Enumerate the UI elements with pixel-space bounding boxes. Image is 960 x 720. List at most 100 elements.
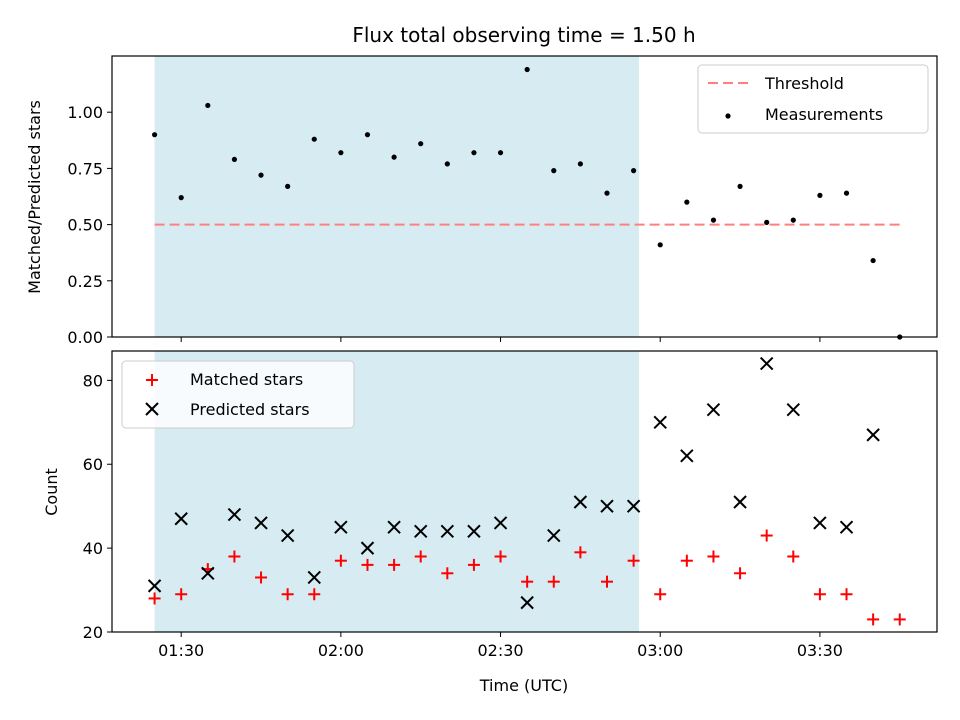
matched-star-point bbox=[893, 613, 906, 626]
measurement-point bbox=[843, 190, 850, 196]
legend-matched-label: Matched stars bbox=[190, 370, 303, 389]
top-y-tick-label: 0.75 bbox=[67, 159, 103, 178]
matched-star-point bbox=[414, 550, 427, 563]
matched-star-point bbox=[680, 554, 693, 567]
x-tick-label: 03:30 bbox=[797, 641, 843, 660]
matched-star-point bbox=[521, 575, 534, 588]
measurement-point bbox=[817, 192, 823, 198]
measurement-point bbox=[258, 172, 264, 178]
predicted-star-point bbox=[626, 499, 641, 513]
bottom-axes-frame bbox=[111, 350, 938, 633]
measurement-point bbox=[285, 183, 291, 189]
measurement-point bbox=[764, 219, 770, 225]
matched-star-point bbox=[308, 588, 321, 601]
top-y-axis-label: Matched/Predicted stars bbox=[25, 100, 44, 294]
bottom-legend-box bbox=[121, 360, 355, 429]
chart-title: Flux total observing time = 1.50 h bbox=[352, 23, 695, 47]
measurement-point bbox=[870, 257, 876, 264]
measurement-point bbox=[471, 150, 477, 156]
predicted-star-point bbox=[280, 528, 295, 543]
measurement-point bbox=[311, 136, 317, 142]
measurement-point bbox=[577, 161, 583, 167]
matched-star-point bbox=[787, 550, 800, 563]
predicted-star-point bbox=[334, 520, 348, 534]
measurement-point bbox=[737, 183, 743, 189]
matched-star-point bbox=[388, 558, 401, 571]
predicted-star-point bbox=[706, 403, 721, 417]
legend-threshold-label: Threshold bbox=[764, 74, 844, 93]
predicted-star-point bbox=[520, 595, 534, 610]
measurement-point bbox=[151, 132, 158, 138]
matched-star-point bbox=[707, 550, 720, 563]
predicted-star-point bbox=[759, 356, 774, 371]
top-legend-box bbox=[697, 64, 929, 134]
x-tick-label: 03:00 bbox=[637, 641, 683, 660]
predicted-star-point bbox=[307, 570, 321, 585]
predicted-star-point bbox=[653, 415, 667, 430]
measurement-point bbox=[604, 190, 610, 196]
measurement-point bbox=[231, 156, 238, 163]
matched-star-point bbox=[867, 613, 880, 626]
measurement-point bbox=[524, 66, 530, 73]
top-legend: Threshold Measurements bbox=[697, 64, 929, 134]
matched-star-point bbox=[840, 588, 853, 601]
matched-star-point bbox=[281, 588, 294, 601]
bottom-y-tick-label: 20 bbox=[83, 623, 103, 642]
top-y-tick-label: 0.00 bbox=[67, 328, 103, 347]
observing-window-shade-top bbox=[154, 56, 639, 337]
measurement-point bbox=[178, 195, 184, 201]
matched-star-point bbox=[228, 550, 241, 563]
top-y-ticks: 0.00 0.25 0.50 0.75 1.00 bbox=[67, 103, 112, 347]
measurement-points bbox=[151, 66, 903, 340]
predicted-stars-points bbox=[147, 356, 880, 610]
measurement-point bbox=[444, 161, 450, 167]
predicted-star-point bbox=[600, 499, 614, 513]
bottom-legend: Matched stars Predicted stars bbox=[121, 360, 355, 429]
measurement-point bbox=[338, 150, 344, 156]
x-tick-label: 01:30 bbox=[158, 641, 204, 660]
matched-star-point bbox=[627, 554, 640, 567]
matched-star-point bbox=[255, 571, 268, 584]
x-axis-label: Time (UTC) bbox=[479, 676, 568, 695]
matched-star-point bbox=[467, 558, 480, 571]
predicted-star-point bbox=[866, 428, 880, 442]
matched-star-point bbox=[547, 575, 560, 588]
matched-star-point bbox=[574, 546, 587, 559]
measurement-point bbox=[657, 242, 663, 248]
top-axes-frame bbox=[111, 55, 938, 338]
predicted-star-point bbox=[786, 403, 800, 417]
legend-predicted-label: Predicted stars bbox=[190, 400, 310, 419]
bottom-y-tick-label: 80 bbox=[83, 371, 103, 390]
matched-star-point bbox=[654, 588, 667, 601]
matched-star-point bbox=[494, 550, 507, 563]
bottom-y-tick-label: 40 bbox=[83, 539, 103, 558]
top-y-tick-label: 0.25 bbox=[67, 272, 103, 291]
predicted-star-point bbox=[733, 495, 747, 509]
matched-stars-points bbox=[148, 529, 906, 626]
measurement-point bbox=[684, 199, 690, 205]
measurement-point bbox=[418, 141, 424, 147]
measurement-point bbox=[205, 102, 211, 109]
x-tick-label: 02:00 bbox=[318, 641, 364, 660]
matched-star-point bbox=[601, 575, 613, 588]
matched-star-point bbox=[813, 588, 826, 601]
predicted-star-point bbox=[201, 566, 215, 580]
predicted-star-point bbox=[573, 495, 588, 509]
predicted-star-point bbox=[360, 541, 375, 555]
x-tick-label: 02:30 bbox=[477, 641, 523, 660]
top-x-ticks bbox=[180, 337, 821, 342]
top-y-tick-label: 1.00 bbox=[67, 103, 103, 122]
predicted-star-point bbox=[254, 516, 268, 530]
predicted-star-point bbox=[440, 524, 455, 539]
legend-matched-swatch bbox=[146, 374, 158, 386]
bottom-y-axis-label: Count bbox=[42, 468, 61, 516]
measurement-point bbox=[497, 150, 504, 156]
matched-star-point bbox=[361, 558, 374, 571]
top-panel: Flux total observing time = 1.50 h 0.00 0… bbox=[25, 23, 938, 347]
measurement-point bbox=[364, 132, 371, 138]
predicted-star-point bbox=[680, 449, 694, 463]
bottom-panel: 20 40 60 80 01:30 02:00 02:30 03:00 03:30 Count… bbox=[42, 350, 938, 695]
bottom-y-tick-label: 60 bbox=[83, 455, 103, 474]
predicted-star-point bbox=[493, 516, 508, 530]
